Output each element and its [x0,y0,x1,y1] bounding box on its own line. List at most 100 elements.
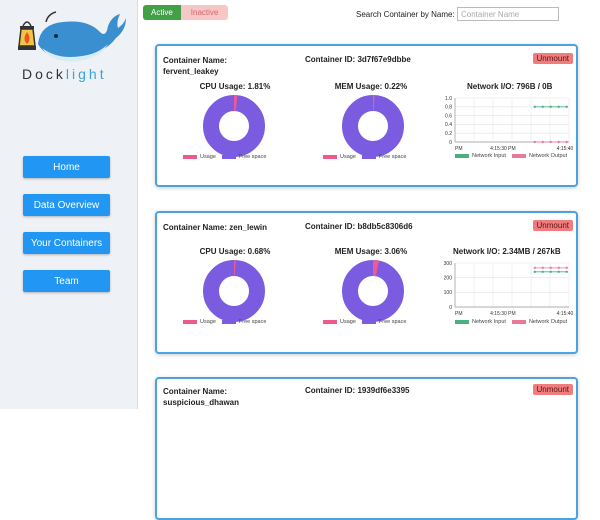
legend-usage: Usage [340,154,356,160]
free-swatch [361,320,376,324]
output-swatch [511,320,526,324]
mem-legend: Usage Free space [323,319,406,325]
network-io-title: Network I/O: 796B / 0B [467,82,553,91]
y-tick-label: 300 [444,261,453,267]
y-tick-label: 0.2 [445,131,452,137]
y-tick-label: 0 [449,140,452,146]
data-point [549,105,552,108]
cpu-usage-title: CPU Usage: 1.81% [199,82,271,91]
free-swatch [361,155,376,159]
container-card: Container Name: zen_lewin Container ID: … [155,211,578,354]
nav-team-button[interactable]: Team [23,270,110,292]
y-tick-label: 100 [444,290,453,296]
legend-network-output: Network Output [528,319,568,325]
mem-usage-title: MEM Usage: 3.06% [334,247,408,256]
brand-prefix: Dock [22,66,66,82]
network-io-chart: 0 100 200 300 PM 4:15:30 PM 4:15:40 [444,261,574,317]
sidebar: Docklight Home Data Overview Your Contai… [0,0,138,409]
data-point [533,270,536,273]
data-point [565,266,568,270]
legend-usage: Usage [340,319,356,325]
free-swatch [221,320,236,324]
mem-usage-title: MEM Usage: 0.22% [334,82,408,91]
legend-free: Free space [238,154,267,160]
x-tick-label: PM [455,146,463,152]
y-tick-label: 1.0 [445,96,452,102]
data-point [533,140,536,144]
status-toggle: Active Inactive [143,5,229,20]
y-tick-label: 0.6 [445,113,452,119]
cpu-usage-slice [203,95,265,157]
unmount-button[interactable]: Unmount [532,384,573,395]
y-tick-label: 200 [444,275,453,281]
data-point [557,266,560,270]
cpu-donut-chart [203,95,265,157]
legend-free: Free space [378,154,407,160]
free-swatch [221,155,236,159]
data-point [533,266,536,270]
unmount-button[interactable]: Unmount [532,53,573,64]
data-point [557,105,560,108]
container-card: Container Name: fervent_leakey Container… [155,44,578,187]
data-point [549,266,552,270]
usage-swatch [323,155,337,159]
container-id: Container ID: 3d7f67e9dbbe [305,55,411,64]
container-name: Container Name: zen_lewin [163,223,268,232]
data-point [557,270,560,273]
y-tick-label: 0.4 [445,122,452,128]
legend-usage: Usage [200,319,216,325]
search-label: Search Container by Name: [356,10,455,19]
mem-usage-slice [342,260,404,322]
nav-data-overview-button[interactable]: Data Overview [23,194,110,216]
top-bar: Active Inactive Search Container by Name… [137,0,600,28]
mem-legend: Usage Free space [323,154,406,160]
docklight-logo [18,11,126,62]
nav-your-containers-button[interactable]: Your Containers [23,232,110,254]
x-tick-label: PM [455,311,463,317]
usage-swatch [323,320,337,324]
x-tick-label: 4:15:30 PM [490,311,516,317]
active-toggle-button[interactable]: Active [143,5,181,20]
output-swatch [511,154,526,158]
inactive-toggle-button[interactable]: Inactive [180,5,229,20]
legend-network-output: Network Output [528,153,568,159]
mem-usage-slice [342,95,404,157]
cpu-donut-chart [203,260,265,322]
legend-usage: Usage [200,154,216,160]
container-name: Container Name: suspicious_dhawan [163,387,240,407]
mem-donut-chart [342,95,404,157]
input-swatch [455,320,469,324]
usage-swatch [183,320,197,324]
x-tick-label: 4:15:40 [557,311,574,317]
cpu-usage-slice [203,260,265,322]
y-tick-label: 0.8 [445,105,452,111]
brand-suffix: light [65,66,107,82]
data-point [541,105,544,108]
data-point [565,140,568,144]
cpu-usage-title: CPU Usage: 0.68% [199,247,271,256]
legend-network-input: Network Input [472,319,506,325]
container-id: Container ID: b8db5c8306d6 [305,222,413,231]
network-io-chart: 0 0.2 0.4 0.6 0.8 1.0 PM 4:15:30 PM 4:15:40 [445,96,574,152]
data-point [541,270,544,273]
nav-home-button[interactable]: Home [23,156,110,178]
cpu-legend: Usage Free space [183,154,266,160]
network-legend: Network Input Network Output [455,153,567,159]
x-tick-label: 4:15:30 PM [490,146,516,152]
unmount-button[interactable]: Unmount [532,220,573,231]
legend-free: Free space [378,319,407,325]
brand-wordmark: Docklight [22,66,107,82]
data-point [541,140,544,144]
search-input[interactable] [457,7,559,21]
data-point [549,140,552,144]
data-point [557,140,560,144]
network-io-title: Network I/O: 2.34MB / 267kB [453,247,561,256]
container-card: Container Name: suspicious_dhawan Contai… [155,377,578,520]
data-point [565,270,568,273]
y-tick-label: 0 [449,305,452,311]
data-point [533,105,536,108]
data-point [549,270,552,273]
cpu-legend: Usage Free space [183,319,266,325]
x-tick-label: 4:15:40 [557,146,574,152]
network-legend: Network Input Network Output [455,319,567,325]
